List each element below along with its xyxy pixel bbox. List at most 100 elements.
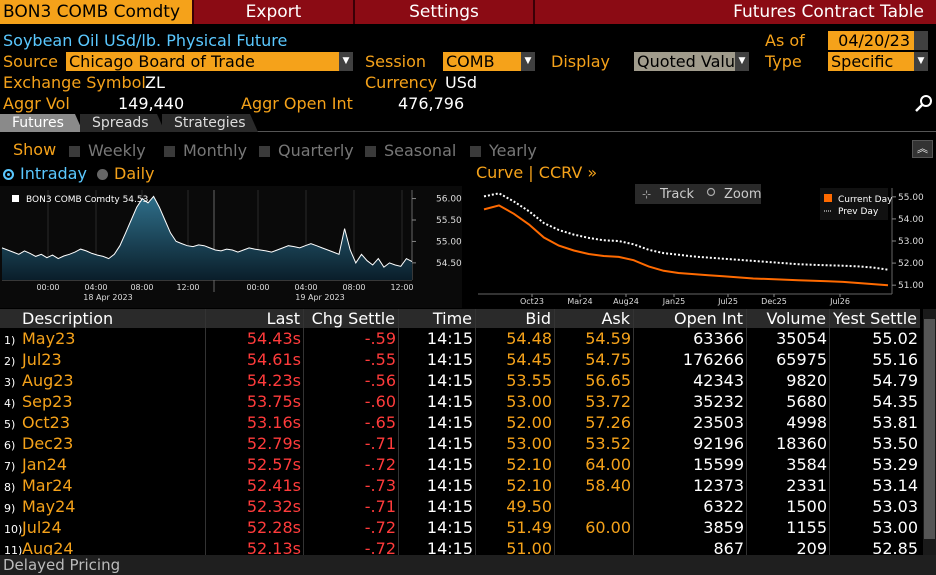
contract-name[interactable]: Sep23 bbox=[22, 392, 73, 411]
y-tick-label: 55.50 bbox=[436, 216, 462, 226]
security-description: Soybean Oil USd/lb. Physical Future bbox=[3, 31, 288, 50]
x-tick-label: Dec25 bbox=[761, 297, 787, 306]
contract-name[interactable]: Dec23 bbox=[22, 434, 74, 453]
tab-futures[interactable]: Futures bbox=[0, 114, 83, 132]
as-of-date-value: 04/20/23 bbox=[838, 31, 910, 50]
table-row[interactable]: 3) Aug23 54.23s -.56 14:15 53.55 56.65 42343 982… bbox=[0, 370, 922, 391]
cell-ask: 60.00 bbox=[585, 518, 631, 537]
weekly-label: Weekly bbox=[88, 141, 146, 160]
intraday-y-axis: 56.00 55.50 55.00 54.50 bbox=[412, 195, 462, 269]
contract-name[interactable]: Aug24 bbox=[22, 539, 74, 558]
table-row[interactable]: 8) Mar24 52.41s -.73 14:15 52.10 58.40 12373 233… bbox=[0, 475, 922, 496]
table-row[interactable]: 10)Jul24 52.28s -.72 14:15 51.49 60.00 3859 115… bbox=[0, 517, 922, 538]
row-number: 1) bbox=[4, 334, 16, 347]
table-row[interactable]: 7) Jan24 52.57s -.72 14:15 52.10 64.00 15599 358… bbox=[0, 454, 922, 475]
table-row[interactable]: 4) Sep23 53.75s -.60 14:15 53.00 53.72 35232 568… bbox=[0, 391, 922, 412]
row-number: 3) bbox=[4, 376, 16, 389]
display-value: Quoted Value bbox=[637, 52, 745, 71]
intraday-legend: BON3 COMB Comdty 54.53 bbox=[26, 195, 148, 205]
weekly-checkbox[interactable]: Weekly bbox=[69, 141, 146, 160]
futures-table: Description Last Chg Settle Time Bid Ask Open … bbox=[0, 309, 936, 558]
x-tick-label: 00:00 bbox=[36, 283, 59, 292]
column-header-desc[interactable]: Description bbox=[0, 309, 205, 328]
contract-name[interactable]: Mar24 bbox=[22, 476, 73, 495]
cell-oi: 176266 bbox=[682, 350, 744, 369]
quarterly-checkbox[interactable]: Quarterly bbox=[259, 141, 354, 160]
contract-name[interactable]: Oct23 bbox=[22, 413, 71, 432]
table-row[interactable]: 6) Dec23 52.79s -.71 14:15 53.00 53.52 92196 183… bbox=[0, 433, 922, 454]
cell-bid: 53.00 bbox=[506, 434, 552, 453]
zoom-label: Zoom bbox=[724, 187, 761, 202]
chevron-down-icon[interactable]: ▼ bbox=[914, 52, 928, 71]
table-row[interactable]: 5) Oct23 53.16s -.65 14:15 52.00 57.26 23503 499… bbox=[0, 412, 922, 433]
session-value: COMB bbox=[446, 52, 495, 71]
calendar-icon[interactable] bbox=[914, 31, 928, 50]
ticker-field[interactable]: BON3 COMB Comdty bbox=[0, 0, 194, 24]
zoom-button[interactable]: Zoom bbox=[706, 187, 762, 202]
export-button[interactable]: Export bbox=[194, 0, 355, 24]
as-of-date-field[interactable]: 04/20/23 bbox=[828, 31, 928, 50]
type-dropdown[interactable]: Specific ▼ bbox=[828, 52, 928, 71]
yearly-checkbox[interactable]: Yearly bbox=[470, 141, 537, 160]
seasonal-checkbox[interactable]: Seasonal bbox=[365, 141, 456, 160]
display-dropdown[interactable]: Quoted Value ▼ bbox=[634, 52, 749, 71]
intraday-radio[interactable]: Intraday bbox=[3, 164, 87, 183]
settings-button[interactable]: Settings bbox=[355, 0, 535, 24]
tab-strategies[interactable]: Strategies bbox=[162, 114, 258, 132]
column-header-bid[interactable]: Bid bbox=[476, 309, 554, 328]
column-header-last[interactable]: Last bbox=[206, 309, 303, 328]
cell-bid: 53.55 bbox=[506, 371, 552, 390]
contract-name[interactable]: May24 bbox=[22, 497, 76, 516]
column-header-chg[interactable]: Chg Settle bbox=[304, 309, 398, 328]
contract-name[interactable]: Jul23 bbox=[22, 350, 62, 369]
x-tick-label: Mar24 bbox=[567, 297, 592, 306]
magnifier-icon bbox=[706, 187, 716, 197]
chevron-down-icon[interactable]: ▼ bbox=[339, 52, 353, 71]
curve-title[interactable]: Curve | CCRV » bbox=[476, 163, 598, 182]
table-row[interactable]: 11)Aug24 52.13s -.72 14:15 51.00 867 209 52.85 bbox=[0, 538, 922, 559]
cell-chg: -.71 bbox=[364, 434, 396, 453]
cell-vol: 1155 bbox=[786, 518, 827, 537]
cell-ask: 64.00 bbox=[585, 455, 631, 474]
monthly-checkbox[interactable]: Monthly bbox=[164, 141, 247, 160]
source-dropdown[interactable]: Chicago Board of Trade ▼ bbox=[66, 52, 353, 71]
track-button[interactable]: ⊹ Track bbox=[642, 187, 694, 202]
double-chevron-up-icon: ︽ bbox=[917, 142, 928, 155]
scrollbar-thumb[interactable] bbox=[924, 319, 935, 539]
crosshair-icon: ⊹ bbox=[642, 188, 651, 201]
collapse-charts-button[interactable]: ︽ bbox=[912, 140, 933, 158]
y-tick-label: 53.00 bbox=[898, 237, 924, 247]
cell-ask: 53.52 bbox=[585, 434, 631, 453]
contract-name[interactable]: Jul24 bbox=[22, 518, 62, 537]
column-header-oi[interactable]: Open Int bbox=[634, 309, 746, 328]
column-header-ask[interactable]: Ask bbox=[555, 309, 633, 328]
table-scrollbar[interactable] bbox=[923, 309, 936, 555]
column-header-time[interactable]: Time bbox=[399, 309, 475, 328]
table-row[interactable]: 1) May23 54.43s -.59 14:15 54.48 54.59 63366 350… bbox=[0, 328, 922, 349]
cell-last: 54.23s bbox=[246, 371, 301, 390]
x-tick-label: Jul26 bbox=[829, 297, 850, 306]
column-header-vol[interactable]: Volume bbox=[747, 309, 829, 328]
cell-vol: 4998 bbox=[786, 413, 827, 432]
table-row[interactable]: 2) Jul23 54.61s -.55 14:15 54.45 54.75 176266 65… bbox=[0, 349, 922, 370]
cell-ask: 57.26 bbox=[585, 413, 631, 432]
chevron-down-icon[interactable]: ▼ bbox=[735, 52, 749, 71]
cell-ask: 53.72 bbox=[585, 392, 631, 411]
contract-name[interactable]: Jan24 bbox=[22, 455, 68, 474]
cell-bid: 54.48 bbox=[506, 329, 552, 348]
session-dropdown[interactable]: COMB ▼ bbox=[443, 52, 535, 71]
contract-name[interactable]: May23 bbox=[22, 329, 76, 348]
day-label: 18 Apr 2023 bbox=[83, 293, 132, 302]
cell-chg: -.72 bbox=[364, 455, 396, 474]
daily-radio[interactable]: Daily bbox=[97, 164, 154, 183]
cell-vol: 2331 bbox=[786, 476, 827, 495]
table-row[interactable]: 9) May24 52.32s -.71 14:15 49.50 6322 1500 53.03 bbox=[0, 496, 922, 517]
tab-spreads[interactable]: Spreads bbox=[80, 114, 165, 132]
search-zoom-icon[interactable] bbox=[914, 94, 934, 112]
cell-time: 14:15 bbox=[426, 413, 473, 432]
chevron-down-icon[interactable]: ▼ bbox=[521, 52, 535, 71]
column-header-yest[interactable]: Yest Settle bbox=[830, 309, 920, 328]
curve-chart: ⊹ Track Zoom Current Day Prev Day 55.005… bbox=[474, 184, 936, 308]
contract-name[interactable]: Aug23 bbox=[22, 371, 74, 390]
cell-ask: 56.65 bbox=[585, 371, 631, 390]
